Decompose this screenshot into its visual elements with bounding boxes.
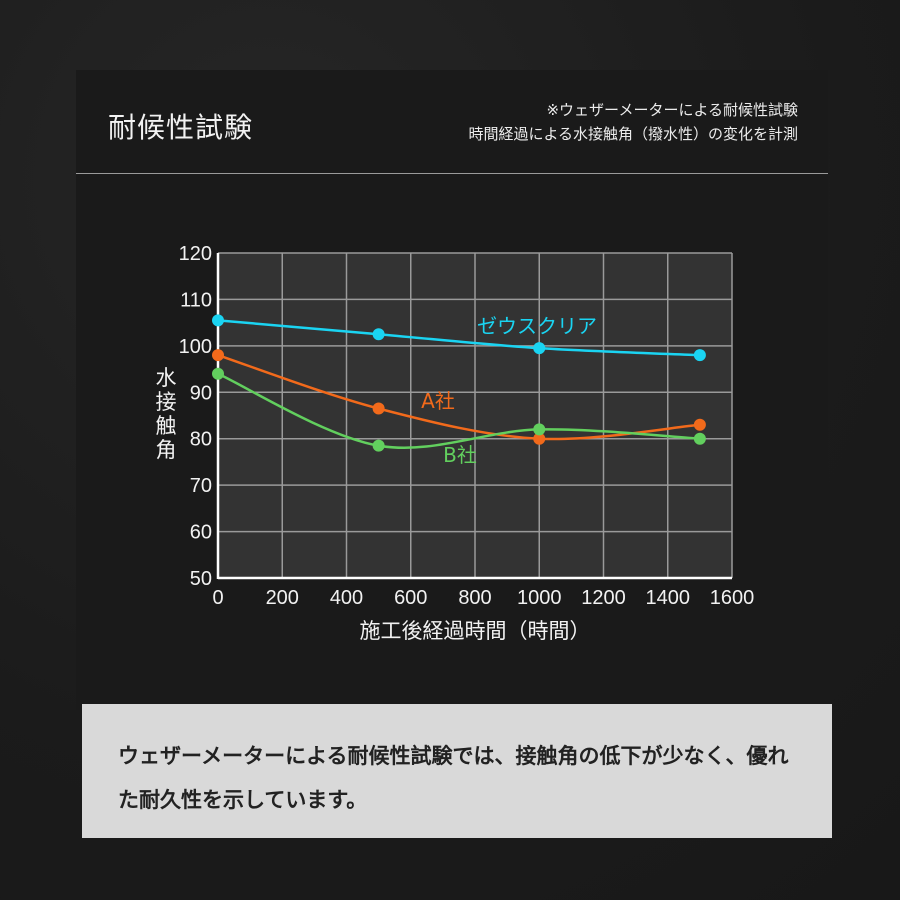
- y-axis-title-char: 角: [156, 438, 177, 462]
- x-tick-label: 200: [266, 587, 299, 609]
- data-point: [372, 439, 385, 452]
- page-title: 耐候性試験: [108, 111, 254, 144]
- data-point: [693, 418, 706, 431]
- y-tick-label: 80: [190, 429, 212, 451]
- data-point: [372, 328, 385, 341]
- y-tick-label: 100: [179, 336, 212, 358]
- data-point: [372, 402, 385, 415]
- series-label: A社: [421, 389, 455, 413]
- y-tick-label: 90: [190, 382, 212, 404]
- y-tick-label: 60: [190, 522, 212, 544]
- summary-box: ウェザーメーターによる耐候性試験では、接触角の低下が少なく、優れた耐久性を示して…: [82, 704, 832, 838]
- y-tick-label: 110: [180, 289, 212, 311]
- y-axis-title-char: 接: [156, 390, 177, 414]
- header-divider: [76, 173, 828, 174]
- data-point: [212, 349, 224, 362]
- x-tick-label: 800: [458, 587, 491, 609]
- data-point: [533, 342, 546, 355]
- y-axis-title-char: 触: [156, 414, 177, 438]
- series-label: B社: [443, 443, 477, 467]
- series-line: [217, 372, 700, 450]
- y-tick-label: 70: [190, 475, 212, 497]
- series-line: [217, 319, 700, 357]
- data-point: [533, 432, 546, 445]
- x-tick-label: 1200: [581, 587, 626, 609]
- series-label: ゼウスクリア: [477, 314, 597, 338]
- x-tick-label: 400: [330, 587, 363, 609]
- x-axis-title: 施工後経過時間（時間）: [360, 619, 591, 643]
- data-point: [533, 423, 546, 436]
- x-tick-label: 1400: [646, 587, 691, 609]
- y-tick-label: 120: [179, 243, 212, 265]
- data-point: [693, 349, 706, 362]
- data-point: [693, 432, 706, 445]
- note-line-2: 時間経過による水接触角（撥水性）の変化を計測: [468, 125, 798, 143]
- y-tick-label: 50: [190, 568, 212, 590]
- y-axis-title-char: 水: [156, 366, 177, 390]
- x-tick-label: 1600: [710, 587, 755, 609]
- x-tick-label: 0: [212, 587, 223, 609]
- data-point: [212, 314, 224, 327]
- summary-text: ウェザーメーターによる耐候性試験では、接触角の低下が少なく、優れた耐久性を示して…: [118, 744, 789, 812]
- x-tick-label: 1000: [517, 587, 562, 609]
- note-line-1: ※ウェザーメーターによる耐候性試験: [546, 101, 798, 119]
- x-tick-label: 600: [394, 587, 427, 609]
- header-note: ※ウェザーメーターによる耐候性試験 時間経過による水接触角（撥水性）の変化を計測: [468, 98, 798, 146]
- data-point: [212, 367, 224, 380]
